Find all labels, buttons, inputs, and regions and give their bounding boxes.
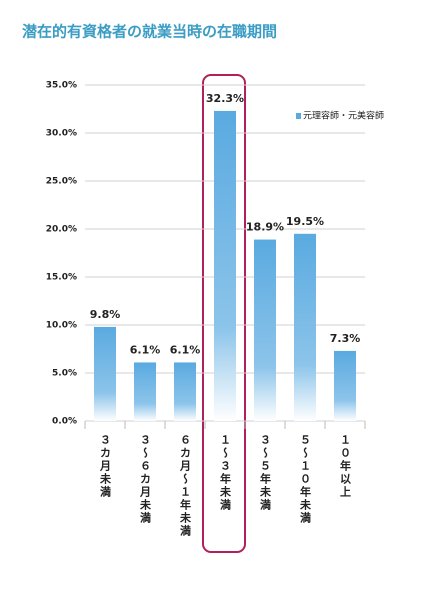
x-tick-label: ３〜５年未満	[259, 434, 273, 512]
bar	[294, 233, 316, 421]
y-tick-label: 35.0%	[46, 81, 77, 91]
y-tick-label: 10.0%	[46, 321, 77, 331]
x-tick-label: ３〜６カ月未満	[139, 434, 153, 525]
x-tick-label: １０年以上	[339, 434, 352, 499]
y-tick-label: 5.0%	[52, 369, 77, 379]
value-label: 19.5%	[286, 215, 324, 228]
chart-title: 潜在的有資格者の就業当時の在職期間	[22, 23, 277, 41]
highlight-box	[202, 74, 246, 553]
x-tick-label: ６カ月〜１年未満	[179, 434, 193, 538]
bar	[134, 362, 156, 421]
y-tick-label: 20.0%	[46, 225, 77, 235]
y-tick-label: 30.0%	[46, 129, 77, 139]
x-tick-label: ５〜１０年未満	[299, 433, 313, 525]
y-tick-label: 0.0%	[52, 417, 77, 427]
bar	[94, 326, 116, 421]
y-tick-label: 15.0%	[46, 273, 77, 283]
value-label: 18.9%	[246, 221, 284, 234]
value-label: 6.1%	[170, 343, 201, 356]
bar	[174, 362, 196, 421]
legend-swatch	[296, 113, 301, 119]
value-label: 6.1%	[130, 343, 161, 356]
bar	[214, 110, 236, 422]
value-label: 9.8%	[90, 308, 121, 321]
value-label: 7.3%	[330, 332, 361, 345]
bar	[254, 239, 276, 421]
bar	[334, 350, 356, 421]
y-tick-label: 25.0%	[46, 177, 77, 187]
x-tick-label: ３カ月未満	[99, 434, 113, 499]
legend-label: 元理容師・元美容師	[303, 110, 384, 122]
x-tick-label: １〜３年未満	[219, 434, 233, 512]
value-label: 32.3%	[206, 92, 244, 105]
